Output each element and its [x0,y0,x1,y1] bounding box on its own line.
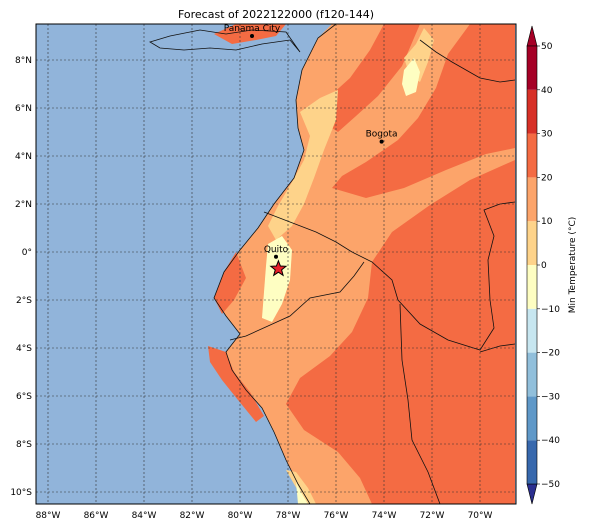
city-dot [250,34,254,38]
land-30-40-region [214,24,286,44]
lon-tick-label: 86°W [84,511,109,521]
lat-tick-label: 4°N [15,152,32,162]
colorbar-segment [527,221,537,265]
lat-tick-label: 6°S [16,392,32,402]
colorbar-label: Min Temperature (°C) [568,217,578,314]
coastline [213,24,337,504]
land-30-40-region [214,252,246,314]
lon-tick-label: 84°W [132,511,157,521]
colorbar-tick-label: −20 [541,349,560,359]
land-10-20-region [286,470,316,504]
city-dot [274,254,278,259]
axis-tick-labels: 88°W 86°W 84°W 82°W 80°W 78°W 76°W 74°W 72°W 70°W… [10,56,492,521]
lon-tick-label: 70°W [468,511,493,521]
city-label: Quito [264,245,289,255]
colorbar-tick-label: 40 [541,86,553,96]
colorbar-segment [527,46,537,90]
colorbar-segment [527,352,537,397]
country-border [479,343,516,353]
country-border [229,261,365,341]
lat-tick-label: 6°N [15,104,32,114]
map-frame [35,23,517,505]
country-border [419,39,516,83]
lat-tick-label: 2°N [15,200,32,210]
map-outlines [149,24,516,504]
graticule [36,24,516,504]
colorbar-tick-label: 0 [541,261,547,271]
map-panel: Panama City Bogota Quito [36,24,516,504]
lon-tick-label: 82°W [180,511,205,521]
city-markers: Panama City Bogota Quito [224,24,398,259]
colorbar-segment [527,308,537,353]
colorbar-segment [527,89,537,134]
colorbar-tick-label: 50 [541,42,553,52]
city-label: Panama City [224,24,281,34]
colorbar-tick-label: −10 [541,305,560,315]
land-0-10-region [262,236,292,322]
colorbar-segment [527,396,537,441]
colorbar-segment [527,177,537,222]
colorbar-segment [527,265,537,309]
lat-tick-label: 8°S [16,440,32,450]
colorbar-tick-label: −30 [541,392,560,402]
coastline [149,29,301,53]
lon-tick-label: 76°W [324,511,349,521]
lon-tick-label: 72°W [420,511,445,521]
land-0-10-regions [262,58,420,504]
lat-tick-label: 8°N [15,56,32,66]
lat-tick-label: 4°S [16,344,32,354]
land-30-40-region [286,160,515,504]
colorbar-segment [527,133,537,178]
city-dot [379,139,384,144]
colorbar-segment [527,440,537,484]
country-border [399,303,441,504]
location-star-icon [269,259,288,277]
lon-tick-label: 74°W [372,511,397,521]
colorbar-tick-label: −50 [541,480,560,490]
lat-tick-label: 0° [22,248,32,258]
colorbar: −50 −40 −30 −20 −10 0 10 20 30 40 50 Min Temperatur… [526,25,578,505]
colorbar-tick-label: −40 [541,436,560,446]
colorbar-extend-high [526,25,538,47]
land-10-20-region [268,90,338,240]
lat-tick-label: 10°S [10,488,32,498]
lon-tick-label: 80°W [228,511,253,521]
colorbar-tick-label: 30 [541,130,553,140]
land-30-40-region [332,24,515,198]
city-label: Bogota [366,130,398,140]
colorbar-tick-label: 10 [541,217,553,227]
land-0-10-region [402,58,420,96]
land-30-40-region [320,24,420,132]
colorbar-extend-low [526,483,538,505]
lon-tick-label: 78°W [276,511,301,521]
land-30-40-region [208,346,264,422]
land-30-40-regions [208,24,515,504]
country-border [263,201,516,351]
lat-tick-label: 2°S [16,296,32,306]
map-title: Forecast of 2022122000 (f120-144) [177,8,375,21]
colorbar-tick-label: 20 [541,173,553,183]
lon-tick-label: 88°W [36,511,61,521]
land-0-10-region [296,482,308,504]
